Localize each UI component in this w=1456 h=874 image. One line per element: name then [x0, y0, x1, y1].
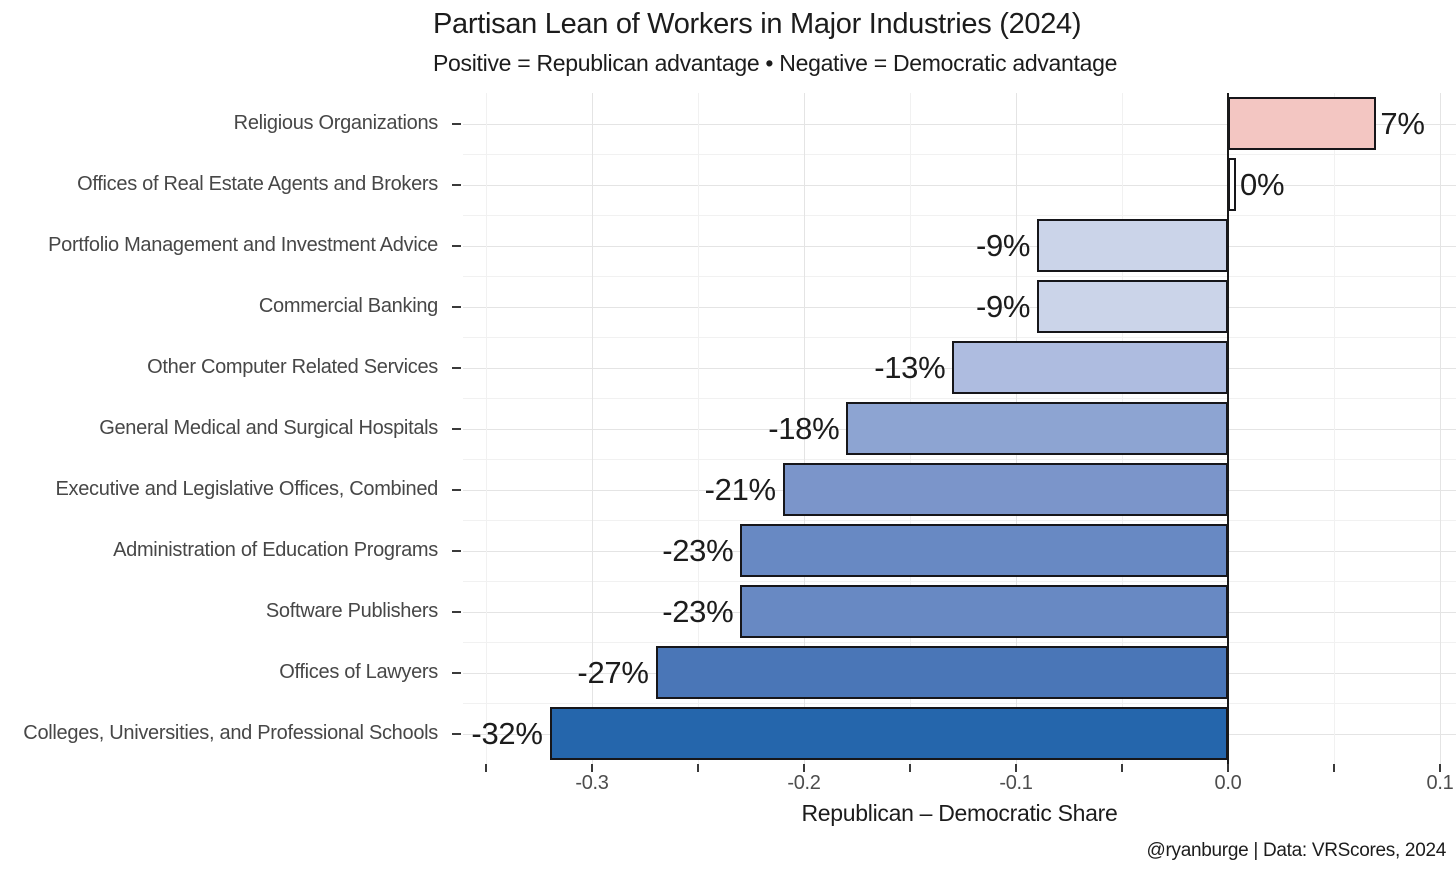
gridline-h-minor — [463, 276, 1456, 277]
gridline-h-major — [463, 306, 1456, 308]
bar — [740, 524, 1228, 577]
category-label: Colleges, Universities, and Professional… — [23, 721, 438, 744]
gridline-h-minor — [463, 703, 1456, 704]
bar-value-label: -9% — [975, 289, 1031, 324]
y-axis-category-labels: Religious Organizations Offices of Real E… — [0, 93, 448, 764]
bar-value-label: -21% — [704, 472, 776, 507]
x-axis-tick-label: -0.1 — [999, 772, 1033, 794]
y-axis-tick-mark — [452, 427, 461, 430]
bar-value-label: -27% — [577, 655, 649, 690]
x-axis-tick-mark — [1333, 764, 1335, 772]
x-axis-tick-label: -0.3 — [575, 772, 609, 794]
category-label: Offices of Real Estate Agents and Broker… — [77, 172, 438, 195]
category-label: Administration of Education Programs — [113, 538, 438, 561]
category-label: Executive and Legislative Offices, Combi… — [55, 477, 438, 500]
x-axis-tick-mark — [1121, 764, 1123, 772]
bar — [846, 402, 1228, 455]
y-axis-tick-mark — [452, 488, 461, 491]
gridline-v-minor — [698, 93, 699, 764]
bar — [655, 646, 1228, 699]
x-axis-tick-mark — [591, 764, 593, 772]
gridline-v-major — [804, 93, 805, 764]
x-axis-tick-mark — [909, 764, 911, 772]
zero-reference-line — [1227, 93, 1229, 764]
chart-caption: @ryanburge | Data: VRScores, 2024 — [1146, 840, 1447, 861]
y-axis-tick-mark — [452, 610, 461, 613]
category-label: Religious Organizations — [233, 111, 439, 134]
bar — [1037, 280, 1228, 333]
bar-value-label: 0% — [1240, 167, 1285, 202]
x-axis-tick-label: 0.0 — [1214, 772, 1242, 794]
bar-value-label: -23% — [662, 594, 734, 629]
category-label: Commercial Banking — [258, 294, 438, 317]
y-axis-tick-mark — [452, 183, 461, 186]
bar — [952, 341, 1228, 394]
y-axis-tick-mark — [452, 366, 461, 369]
bar-value-label: 7% — [1380, 106, 1425, 141]
gridline-v-minor — [1334, 93, 1335, 764]
y-axis-tick-mark — [452, 671, 461, 674]
y-axis-tick-mark — [452, 549, 461, 552]
x-axis-tick-mark — [1015, 764, 1017, 772]
x-axis-tick-mark — [697, 764, 699, 772]
chart-subtitle: Positive = Republican advantage • Negati… — [433, 50, 1118, 76]
gridline-h-major — [463, 245, 1456, 247]
gridline-v-minor — [486, 93, 487, 764]
bar — [549, 707, 1228, 760]
category-label: Offices of Lawyers — [279, 660, 438, 683]
category-label: Software Publishers — [265, 599, 438, 622]
gridline-v-major — [592, 93, 593, 764]
gridline-h-minor — [463, 337, 1456, 338]
bar-value-label: -32% — [471, 716, 543, 751]
gridline-v-major — [1440, 93, 1441, 764]
category-label: Other Computer Related Services — [147, 355, 438, 378]
y-axis-tick-mark — [452, 732, 461, 735]
gridline-h-minor — [463, 459, 1456, 460]
x-axis-tick-label: -0.2 — [787, 772, 821, 794]
bar-value-label: -13% — [874, 350, 946, 385]
y-axis-tick-mark — [452, 122, 461, 125]
x-axis-tick-mark — [1439, 764, 1441, 772]
gridline-h-minor — [463, 581, 1456, 582]
x-axis-tick-mark — [1227, 764, 1229, 772]
category-label: Portfolio Management and Investment Advi… — [48, 233, 438, 256]
chart-title: Partisan Lean of Workers in Major Indust… — [433, 8, 1082, 40]
bar — [1228, 158, 1236, 211]
x-axis-title: Republican – Democratic Share — [801, 800, 1118, 826]
bar — [1037, 219, 1228, 272]
gridline-h-major — [463, 123, 1456, 125]
bar-value-label: -18% — [768, 411, 840, 446]
bar — [740, 585, 1228, 638]
bar — [1228, 97, 1377, 150]
x-axis-tick-mark — [485, 764, 487, 772]
gridline-h-minor — [463, 398, 1456, 399]
bar — [782, 463, 1228, 516]
y-axis-tick-mark — [452, 244, 461, 247]
x-axis-tick-label: 0.1 — [1426, 772, 1454, 794]
gridline-h-major — [463, 184, 1456, 186]
gridline-h-minor — [463, 154, 1456, 155]
plot-area: 7% 0% -9% -9% -13% -18% -21% -23% -23% -27% -32% — [463, 93, 1456, 764]
category-label: General Medical and Surgical Hospitals — [99, 416, 438, 439]
gridline-h-minor — [463, 520, 1456, 521]
y-axis-tick-mark — [452, 305, 461, 308]
bar-value-label: -23% — [662, 533, 734, 568]
gridline-h-minor — [463, 215, 1456, 216]
gridline-h-minor — [463, 642, 1456, 643]
bar-value-label: -9% — [975, 228, 1031, 263]
x-axis-tick-mark — [803, 764, 805, 772]
